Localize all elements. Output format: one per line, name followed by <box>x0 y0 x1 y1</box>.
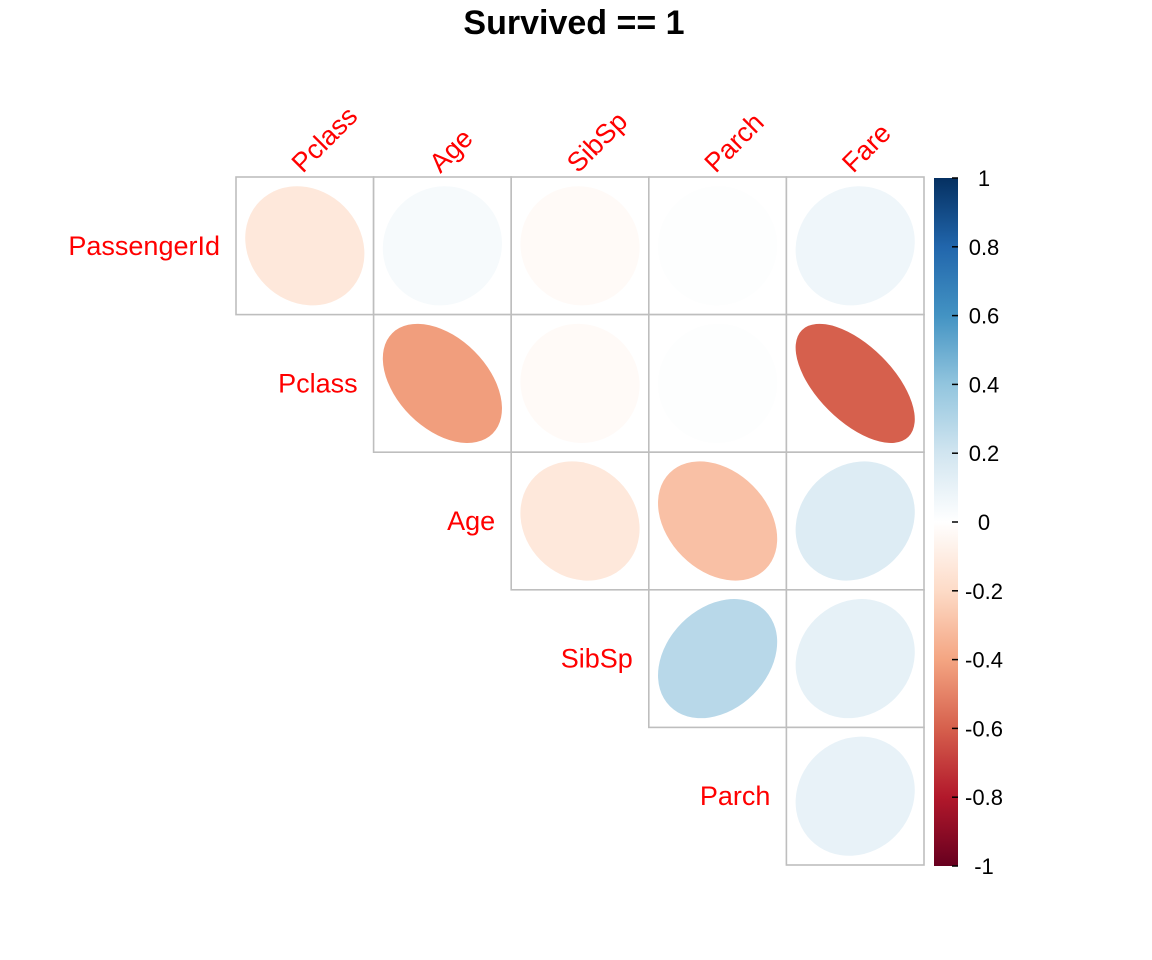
correlation-ellipse <box>795 186 915 306</box>
row-labels: PassengerId Pclass Age SibSp Parch <box>68 231 770 811</box>
column-label: Age <box>423 123 478 178</box>
cell-PassengerId-SibSp <box>510 176 650 316</box>
chart-title: Survived == 1 <box>463 4 684 42</box>
row-label: Parch <box>700 781 771 811</box>
correlation-ellipse <box>658 461 778 581</box>
cell-PassengerId-Pclass <box>235 176 375 316</box>
colorbar-tick-label: 0.8 <box>969 235 1000 260</box>
row-label: Age <box>447 506 495 536</box>
column-labels: Pclass Age SibSp Parch Fare <box>286 101 897 178</box>
row-label: SibSp <box>561 644 633 674</box>
correlation-ellipse <box>795 323 915 443</box>
colorbar-tick-label: 0 <box>978 510 990 535</box>
correlation-ellipse <box>658 323 778 443</box>
correlation-ellipse <box>795 461 915 581</box>
colorbar-tick-label: -0.2 <box>965 579 1003 604</box>
colorbar-tick-label: -0.8 <box>965 785 1003 810</box>
cell-Pclass-Parch <box>647 313 788 454</box>
cell-Parch-Fare <box>785 726 925 866</box>
colorbar-tick-label: -0.4 <box>965 648 1003 673</box>
correlation-ellipse <box>795 736 915 856</box>
colorbar-tick-label: -0.6 <box>965 716 1003 741</box>
cell-SibSp-Parch <box>647 588 788 729</box>
column-label: Pclass <box>286 101 363 178</box>
colorbar-tick-label: 0.6 <box>969 304 1000 329</box>
correlation-ellipse <box>245 186 365 306</box>
correlation-ellipse <box>658 599 778 719</box>
colorbar: 1 0.8 0.6 0.4 0.2 0 -0.2 -0.4 -0.6 -0.8 -1 <box>934 166 1003 879</box>
cell-Age-Fare <box>785 451 925 591</box>
correlation-ellipse <box>520 323 640 443</box>
cell-PassengerId-Fare <box>785 176 925 316</box>
cell-Pclass-SibSp <box>510 313 650 454</box>
correlation-ellipse <box>520 186 640 306</box>
cell-PassengerId-Parch <box>647 176 788 316</box>
row-label: Pclass <box>278 368 358 398</box>
correlation-ellipse <box>382 186 502 306</box>
colorbar-tick-label: 0.4 <box>969 372 1000 397</box>
correlation-ellipse <box>795 599 915 719</box>
cell-Age-SibSp <box>510 451 650 591</box>
cell-Pclass-Fare <box>785 313 925 454</box>
correlation-ellipse <box>658 186 778 306</box>
cell-PassengerId-Age <box>372 176 513 316</box>
colorbar-tick-label: 1 <box>978 166 990 191</box>
column-label: Parch <box>699 107 770 178</box>
colorbar-tick-label: 0.2 <box>969 441 1000 466</box>
cell-SibSp-Fare <box>785 588 925 729</box>
column-label: Fare <box>836 118 896 178</box>
row-label: PassengerId <box>68 231 220 261</box>
colorbar-tick-label: -1 <box>974 854 994 879</box>
column-label: SibSp <box>561 106 633 178</box>
correlation-cells <box>235 176 925 866</box>
cell-Pclass-Age <box>372 313 513 454</box>
cell-Age-Parch <box>647 451 788 591</box>
correlation-ellipse <box>520 461 640 581</box>
correlation-ellipse <box>382 323 502 443</box>
